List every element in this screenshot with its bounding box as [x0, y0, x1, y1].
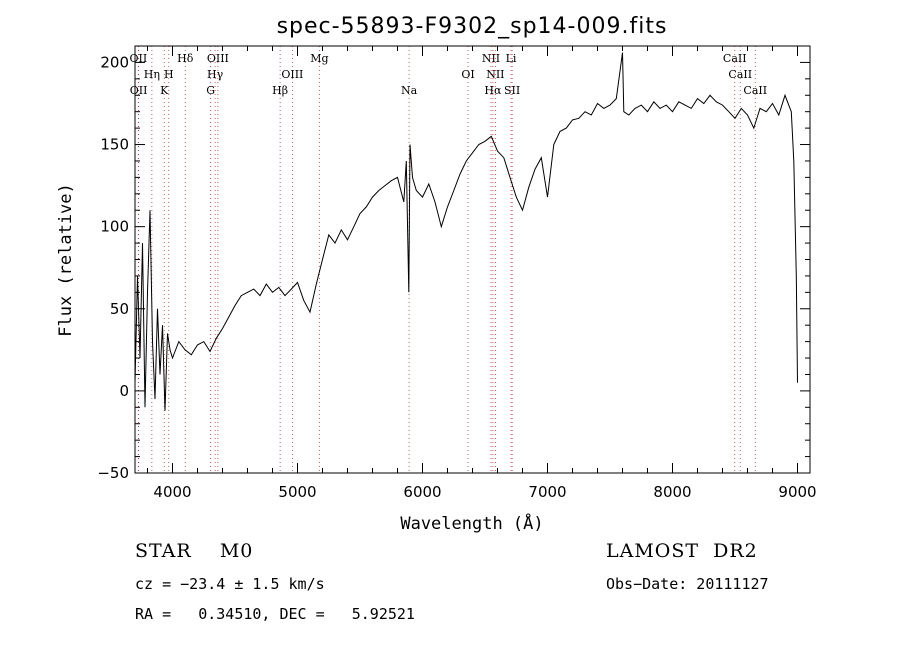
line-label: G [206, 84, 215, 97]
x-tick-label: 8000 [653, 483, 691, 501]
line-label: K [160, 84, 169, 97]
x-tick-label: 7000 [528, 483, 566, 501]
line-label: Li [506, 52, 517, 65]
line-label: OI [461, 68, 474, 81]
line-label: Mg [310, 52, 328, 65]
line-label: SII [504, 84, 520, 97]
line-label: Hβ [272, 84, 288, 97]
x-axis-label: Wavelength (Å) [400, 512, 543, 534]
line-label: CaII [723, 52, 747, 65]
x-tick-label: 9000 [778, 483, 816, 501]
axis-ticks: 4000 5000 6000 7000 8000 9000 −50 0 50 100 150 200 [97, 45, 817, 501]
y-axis-label: Flux (relative) [56, 183, 76, 337]
line-label: CaII [728, 68, 752, 81]
line-label: Na [401, 84, 418, 97]
chart-title: spec-55893-F9302_sp14-009.fits [277, 14, 668, 39]
line-label: H [164, 68, 174, 81]
y-tick-label: −50 [97, 464, 129, 482]
line-label: OIII [207, 52, 229, 65]
survey-label: LAMOST DR2 [606, 540, 758, 562]
line-label: Hα [484, 84, 502, 97]
line-label: Hγ [207, 68, 224, 81]
line-label: NII [482, 52, 500, 65]
line-label: Hδ [177, 52, 194, 65]
line-label: OII [130, 52, 148, 65]
line-label: OIII [281, 68, 303, 81]
spectral-line-labels: OII Hη OII HK Hδ OIII Hγ G Hβ OIII Mg Na OI NII NII Hα L… [130, 52, 768, 97]
y-tick-label: 50 [110, 300, 129, 318]
line-label: OII [130, 84, 148, 97]
coordinates: RA = 0.34510, DEC = 5.92521 [135, 605, 415, 623]
line-label: Hη [144, 68, 160, 81]
line-label: CaII [743, 84, 767, 97]
redshift-cz: cz = −23.4 ± 1.5 km/s [135, 575, 325, 593]
spectral-line-markers [137, 46, 756, 473]
x-tick-label: 5000 [278, 483, 316, 501]
spectrum-series [134, 52, 798, 411]
x-tick-label: 4000 [153, 483, 191, 501]
obs-date: Obs−Date: 20111127 [606, 575, 769, 593]
y-tick-label: 100 [100, 218, 129, 236]
y-tick-label: 200 [100, 53, 129, 71]
x-tick-label: 6000 [403, 483, 441, 501]
y-tick-label: 150 [100, 136, 129, 154]
line-label: NII [486, 68, 504, 81]
y-tick-label: 0 [119, 382, 129, 400]
class-label: STAR M0 [135, 540, 254, 562]
plot-frame [134, 45, 811, 474]
